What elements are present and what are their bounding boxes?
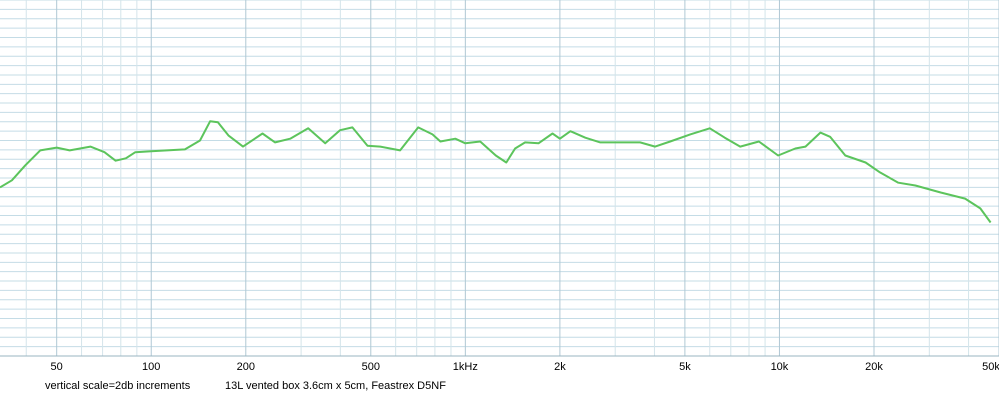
x-tick-label: 10k	[771, 361, 789, 373]
x-tick-label: 5k	[679, 361, 691, 373]
response-curve	[0, 120, 992, 224]
x-tick-label: 1kHz	[453, 361, 478, 373]
x-tick-label: 100	[142, 361, 160, 373]
scale-note: vertical scale=2db increments	[45, 380, 191, 392]
x-tick-label: 50k	[982, 361, 999, 373]
x-tick-label: 500	[362, 361, 380, 373]
x-tick-label: 200	[237, 361, 255, 373]
x-tick-label: 50	[51, 361, 63, 373]
x-tick-label: 2k	[554, 361, 566, 373]
x-tick-label: 20k	[865, 361, 883, 373]
caption: 13L vented box 3.6cm x 5cm, Feastrex D5N…	[225, 380, 446, 392]
